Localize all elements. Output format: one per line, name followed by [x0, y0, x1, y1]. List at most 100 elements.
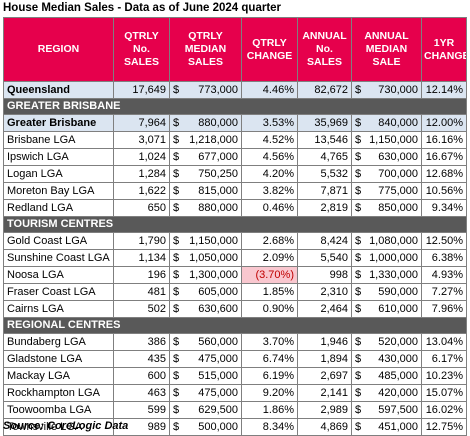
cell-value: 1,080,000 — [369, 235, 418, 247]
cell-qtrly-median: $475,000 — [169, 384, 242, 402]
currency-symbol: $ — [355, 421, 362, 433]
cell-value: 590,000 — [378, 286, 418, 298]
cell-qtrly-sales: 481 — [113, 283, 170, 301]
currency-symbol: $ — [355, 286, 362, 298]
currency-symbol: $ — [173, 252, 180, 264]
cell-qtrly-sales: 1,024 — [113, 148, 170, 166]
table-row-queensland: Queensland 17,649 $773,000 4.46% 82,672 … — [3, 81, 467, 99]
cell-yr-change: 10.56% — [421, 182, 467, 200]
cell-qtrly-sales: 386 — [113, 333, 170, 351]
table-row: Toowoomba LGA 599 $629,500 1.86% 2,989 $597,5… — [3, 401, 467, 419]
header-row: REGION QTRLY No. SALES QTRLY MEDIAN SALE… — [3, 17, 467, 82]
cell-value: 430,000 — [378, 353, 418, 365]
cell-yr-change: 6.38% — [421, 249, 467, 267]
currency-symbol: $ — [173, 286, 180, 298]
cell-qtrly-change: 8.34% — [241, 418, 298, 436]
cell-qtrly-median: $1,300,000 — [169, 266, 242, 284]
cell-qtrly-sales: 502 — [113, 300, 170, 318]
cell-annual-sales: 998 — [297, 266, 352, 284]
cell-value: 475,000 — [198, 387, 238, 399]
cell-yr-change: 9.34% — [421, 199, 467, 217]
cell-annual-median: $590,000 — [351, 283, 422, 301]
cell-qtrly-change: 2.09% — [241, 249, 298, 267]
cell-region: Sunshine Coast LGA — [3, 249, 114, 267]
source-note: Source: CoreLogic Data — [3, 420, 129, 432]
cell-yr-change: 10.23% — [421, 367, 467, 385]
cell-value: 560,000 — [198, 336, 238, 348]
cell-value: 880,000 — [198, 117, 238, 129]
section-label: GREATER BRISBANE — [3, 98, 467, 115]
cell-qtrly-sales: 650 — [113, 199, 170, 217]
currency-symbol: $ — [173, 84, 180, 96]
cell-value: 880,000 — [198, 202, 238, 214]
cell-yr-change: 16.67% — [421, 148, 467, 166]
cell-qtrly-sales: 463 — [113, 384, 170, 402]
cell-value: 630,000 — [378, 151, 418, 163]
currency-symbol: $ — [355, 252, 362, 264]
table-row: Rockhampton LGA 463 $475,000 9.20% 2,141 $420… — [3, 384, 467, 402]
table-row: Sunshine Coast LGA 1,134 $1,050,000 2.09% 5,… — [3, 249, 467, 267]
cell-qtrly-median: $605,000 — [169, 283, 242, 301]
cell-qtrly-median: $880,000 — [169, 114, 242, 132]
currency-symbol: $ — [355, 353, 362, 365]
currency-symbol: $ — [173, 303, 180, 315]
cell-annual-sales: 1,894 — [297, 350, 352, 368]
cell-annual-sales: 8,424 — [297, 232, 352, 250]
cell-qtrly-median: $773,000 — [169, 81, 242, 99]
cell-value: 1,000,000 — [369, 252, 418, 264]
currency-symbol: $ — [355, 202, 362, 214]
currency-symbol: $ — [173, 151, 180, 163]
cell-qtrly-change: 0.46% — [241, 199, 298, 217]
currency-symbol: $ — [355, 134, 362, 146]
cell-annual-sales: 35,969 — [297, 114, 352, 132]
cell-region: Gold Coast LGA — [3, 232, 114, 250]
currency-symbol: $ — [355, 387, 362, 399]
cell-qtrly-change: 2.68% — [241, 232, 298, 250]
cell-region: Noosa LGA — [3, 266, 114, 284]
cell-qtrly-sales: 600 — [113, 367, 170, 385]
currency-symbol: $ — [173, 202, 180, 214]
cell-value: 597,500 — [378, 404, 418, 416]
table-row: Cairns LGA 502 $630,600 0.90% 2,464 $610,000 7… — [3, 300, 467, 318]
cell-region: Cairns LGA — [3, 300, 114, 318]
cell-yr-change: 13.04% — [421, 333, 467, 351]
currency-symbol: $ — [173, 353, 180, 365]
cell-value: 1,050,000 — [189, 252, 238, 264]
cell-value: 605,000 — [198, 286, 238, 298]
cell-annual-median: $775,000 — [351, 182, 422, 200]
cell-yr-change: 16.02% — [421, 401, 467, 419]
cell-value: 1,300,000 — [189, 269, 238, 281]
cell-annual-sales: 5,540 — [297, 249, 352, 267]
cell-value: 629,500 — [198, 404, 238, 416]
cell-yr-change: 7.27% — [421, 283, 467, 301]
table-row: Fraser Coast LGA 481 $605,000 1.85% 2,310 $59… — [3, 283, 467, 301]
cell-qtrly-median: $1,050,000 — [169, 249, 242, 267]
cell-qtrly-change: 6.19% — [241, 367, 298, 385]
cell-qtrly-change: 9.20% — [241, 384, 298, 402]
cell-qtrly-median: $815,000 — [169, 182, 242, 200]
cell-qtrly-median: $500,000 — [169, 418, 242, 436]
cell-annual-median: $430,000 — [351, 350, 422, 368]
currency-symbol: $ — [355, 151, 362, 163]
cell-annual-sales: 2,310 — [297, 283, 352, 301]
currency-symbol: $ — [173, 134, 180, 146]
cell-qtrly-change: 3.70% — [241, 333, 298, 351]
currency-symbol: $ — [173, 404, 180, 416]
cell-annual-median: $840,000 — [351, 114, 422, 132]
section-header-row: REGIONAL CENTRES — [3, 317, 467, 334]
cell-annual-sales: 4,869 — [297, 418, 352, 436]
cell-qtrly-median: $475,000 — [169, 350, 242, 368]
cell-qtrly-sales: 1,284 — [113, 165, 170, 183]
cell-region: Greater Brisbane — [3, 114, 114, 132]
cell-value: 630,600 — [198, 303, 238, 315]
cell-annual-median: $420,000 — [351, 384, 422, 402]
cell-annual-sales: 4,765 — [297, 148, 352, 166]
cell-qtrly-change: 4.52% — [241, 131, 298, 149]
table-row: Gladstone LGA 435 $475,000 6.74% 1,894 $430,0… — [3, 350, 467, 368]
section-label: REGIONAL CENTRES — [3, 317, 467, 334]
cell-yr-change: 12.68% — [421, 165, 467, 183]
cell-qtrly-sales: 1,622 — [113, 182, 170, 200]
table-row: Greater Brisbane 7,964 $880,000 3.53% 35,969… — [3, 114, 467, 132]
cell-qtrly-median: $750,250 — [169, 165, 242, 183]
cell-annual-median: $1,000,000 — [351, 249, 422, 267]
